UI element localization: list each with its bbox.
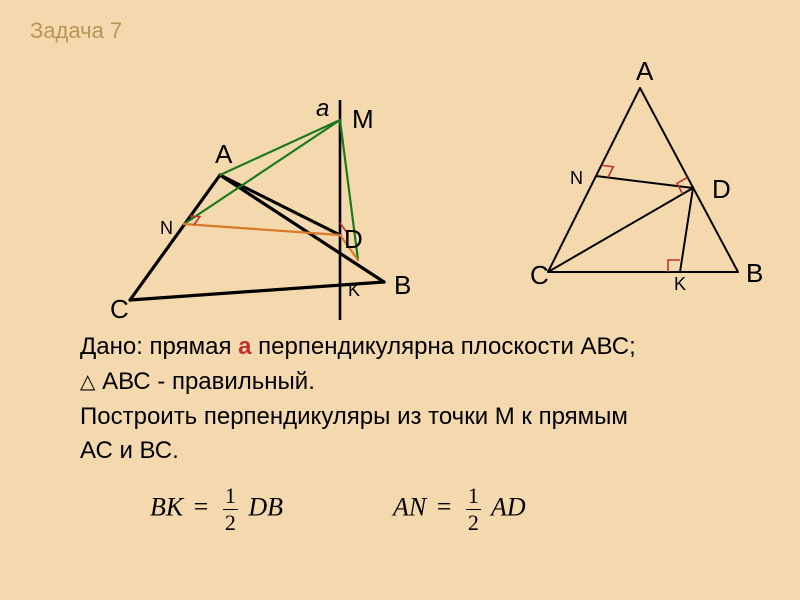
formula-row: ВК = 1 2 DB AN = 1 2 AD bbox=[150, 485, 526, 534]
f2-frac: 1 2 bbox=[466, 485, 481, 534]
right-figure: A B C D N K bbox=[530, 56, 763, 294]
line1-pre: Дано: прямая bbox=[80, 333, 238, 360]
highlight-a: а bbox=[238, 333, 251, 360]
f2-num: 1 bbox=[466, 485, 481, 507]
f1-rhs: DB bbox=[248, 492, 283, 521]
left-figure: A B C D M N Ka bbox=[110, 95, 411, 324]
svg-text:D: D bbox=[712, 174, 731, 204]
f2-rhs: AD bbox=[491, 492, 526, 521]
triangle-symbol: △ bbox=[80, 371, 95, 393]
problem-text: Дано: прямая а перпендикулярна плоскости… bbox=[80, 330, 636, 469]
page: Задача 7 ABCDMNKaABCDNK Дано: прямая а п… bbox=[0, 0, 800, 600]
formula-2: AN = 1 2 AD bbox=[393, 485, 526, 534]
svg-text:B: B bbox=[746, 258, 763, 288]
svg-text:K: K bbox=[674, 274, 686, 294]
text-line-2: △ АВС - правильный. bbox=[80, 365, 636, 400]
text-line-4: АС и ВС. bbox=[80, 434, 636, 469]
svg-text:C: C bbox=[530, 260, 549, 290]
f1-den: 2 bbox=[223, 512, 238, 534]
f1-frac: 1 2 bbox=[223, 485, 238, 534]
svg-text:N: N bbox=[160, 218, 173, 238]
f1-lhs: ВК bbox=[150, 492, 183, 521]
f2-lhs: AN bbox=[393, 492, 426, 521]
line1-post: перпендикулярна плоскости АВС; bbox=[251, 333, 635, 360]
svg-text:A: A bbox=[636, 56, 654, 86]
f2-eq: = bbox=[437, 492, 452, 521]
svg-text:D: D bbox=[344, 224, 363, 254]
svg-text:N: N bbox=[570, 168, 583, 188]
f1-num: 1 bbox=[223, 485, 238, 507]
svg-text:B: B bbox=[394, 270, 411, 300]
f1-eq: = bbox=[194, 492, 209, 521]
f2-den: 2 bbox=[466, 512, 481, 534]
svg-text:C: C bbox=[110, 294, 129, 324]
svg-text:a: a bbox=[316, 95, 329, 122]
svg-text:M: M bbox=[352, 104, 374, 134]
formula-1: ВК = 1 2 DB bbox=[150, 485, 283, 534]
svg-text:K: K bbox=[348, 280, 360, 300]
text-line-3: Построить перпендикуляры из точки М к пр… bbox=[80, 400, 636, 435]
svg-text:A: A bbox=[215, 139, 233, 169]
line2-text: АВС - правильный. bbox=[102, 368, 315, 395]
text-line-1: Дано: прямая а перпендикулярна плоскости… bbox=[80, 330, 636, 365]
